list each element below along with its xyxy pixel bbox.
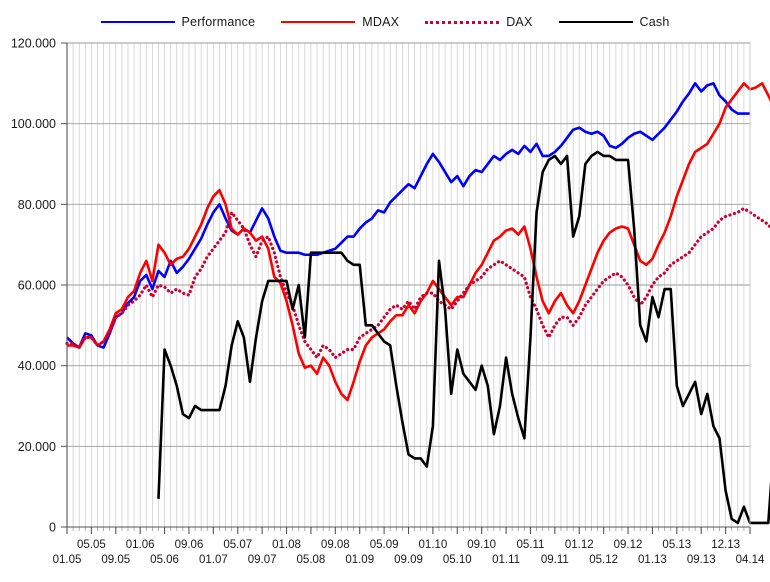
series-line-performance (66, 82, 750, 349)
x-axis-tick-label: 12.13 (711, 539, 740, 551)
legend-item-performance[interactable]: Performance (100, 15, 256, 29)
y-axis-labels: 0 20.000 40.000 60.000 80.000 100.000 120.000 (11, 37, 56, 535)
x-axis-tick-label: 05.07 (223, 539, 252, 551)
y-axis-tick-label: 100.000 (11, 117, 56, 131)
x-axis-labels: 01.05 05.05 09.05 01.06 05.06 09.06 01.07 05.07… (53, 539, 765, 566)
y-axis-tick-label: 60.000 (18, 279, 56, 293)
y-axis-tick-label: 20.000 (18, 440, 56, 454)
legend-label: MDAX (362, 15, 400, 29)
x-axis-tick-label: 09.13 (687, 554, 716, 566)
x-axis-tick-label: 05.13 (662, 539, 691, 551)
x-axis-tick-label: 01.06 (126, 539, 155, 551)
data-series-group (65, 82, 770, 525)
x-axis-tick-label: 05.09 (370, 539, 399, 551)
line-swatch-icon (558, 21, 633, 23)
line-swatch-icon (100, 21, 175, 23)
line-swatch-dotted-icon (425, 20, 500, 24)
x-axis-tick-label: 05.05 (77, 539, 106, 551)
x-axis-tick-label: 09.09 (394, 554, 423, 566)
x-axis-tick-label: 09.06 (175, 539, 204, 551)
series-line-cash (157, 150, 770, 525)
x-axis-tick-label: 05.06 (150, 554, 179, 566)
x-axis-tick-label: 01.09 (345, 554, 374, 566)
x-axis-tick-label: 04.14 (736, 554, 765, 566)
x-axis-tick-label: 01.12 (565, 539, 594, 551)
legend-item-mdax[interactable]: MDAX (281, 15, 399, 29)
axis-ticks (61, 42, 751, 534)
x-axis-tick-label: 09.11 (541, 554, 569, 566)
legend-label: Cash (639, 15, 670, 29)
x-axis-tick-label: 05.11 (516, 539, 544, 551)
x-axis-tick-label: 01.08 (272, 539, 301, 551)
y-axis-tick-label: 120.000 (11, 37, 56, 51)
x-axis-tick-label: 01.11 (492, 554, 520, 566)
chart-legend: Performance MDAX DAX Cash (0, 10, 770, 34)
x-axis-tick-label: 05.10 (443, 554, 472, 566)
x-axis-tick-label: 09.10 (467, 539, 496, 551)
legend-item-dax[interactable]: DAX (425, 15, 532, 29)
x-axis-tick-label: 01.05 (53, 554, 82, 566)
legend-label: Performance (181, 15, 256, 29)
line-swatch-icon (281, 21, 356, 23)
x-axis-tick-label: 01.07 (199, 554, 228, 566)
x-axis-tick-label: 09.05 (101, 554, 130, 566)
x-axis-tick-label: 09.08 (321, 539, 350, 551)
x-axis-tick-label: 05.08 (297, 554, 326, 566)
x-axis-tick-label: 01.13 (638, 554, 667, 566)
legend-item-cash[interactable]: Cash (558, 15, 670, 29)
plot-border (66, 43, 751, 528)
legend-label: DAX (506, 15, 533, 29)
x-axis-tick-label: 01.10 (419, 539, 448, 551)
y-axis-tick-label: 40.000 (18, 359, 56, 373)
series-line-dax (65, 206, 770, 360)
y-axis-tick-label: 0 (49, 521, 56, 535)
x-axis-tick-label: 05.12 (589, 554, 618, 566)
x-axis-tick-label: 09.12 (614, 539, 643, 551)
y-axis-tick-label: 80.000 (18, 198, 56, 212)
x-axis-tick-label: 09.07 (248, 554, 277, 566)
